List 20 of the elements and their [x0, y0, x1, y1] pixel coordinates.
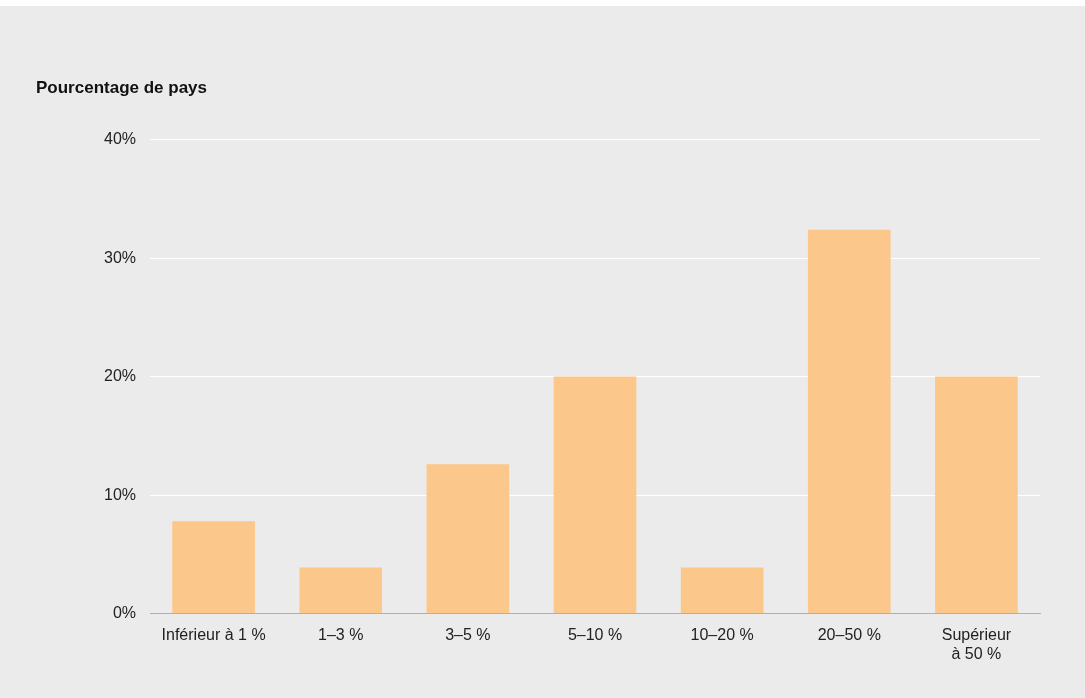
y-tick-label: 40%: [103, 130, 137, 148]
bar: [553, 376, 637, 614]
bar: [299, 567, 383, 614]
bar: [680, 567, 764, 614]
y-tick-label: 0%: [112, 604, 137, 622]
y-tick-label: 30%: [103, 248, 137, 266]
x-tick-label: 3–5 %: [445, 625, 491, 643]
y-tick-label: 20%: [103, 367, 137, 385]
x-tick-label: 10–20 %: [690, 625, 754, 643]
x-tick-label: Inférieur à 1 %: [161, 625, 266, 643]
bar: [935, 376, 1018, 614]
x-tick-label: 20–50 %: [817, 625, 881, 643]
bar: [807, 229, 891, 614]
x-tick-label: Supérieur à 50 %: [941, 625, 1012, 662]
x-tick-label: 1–3 %: [318, 625, 364, 643]
y-tick-label: 10%: [103, 485, 137, 503]
bar: [426, 464, 510, 614]
x-tick-label: 5–10 %: [567, 625, 623, 643]
bar: [172, 521, 255, 614]
y-axis-title: Pourcentage de pays: [36, 78, 208, 98]
